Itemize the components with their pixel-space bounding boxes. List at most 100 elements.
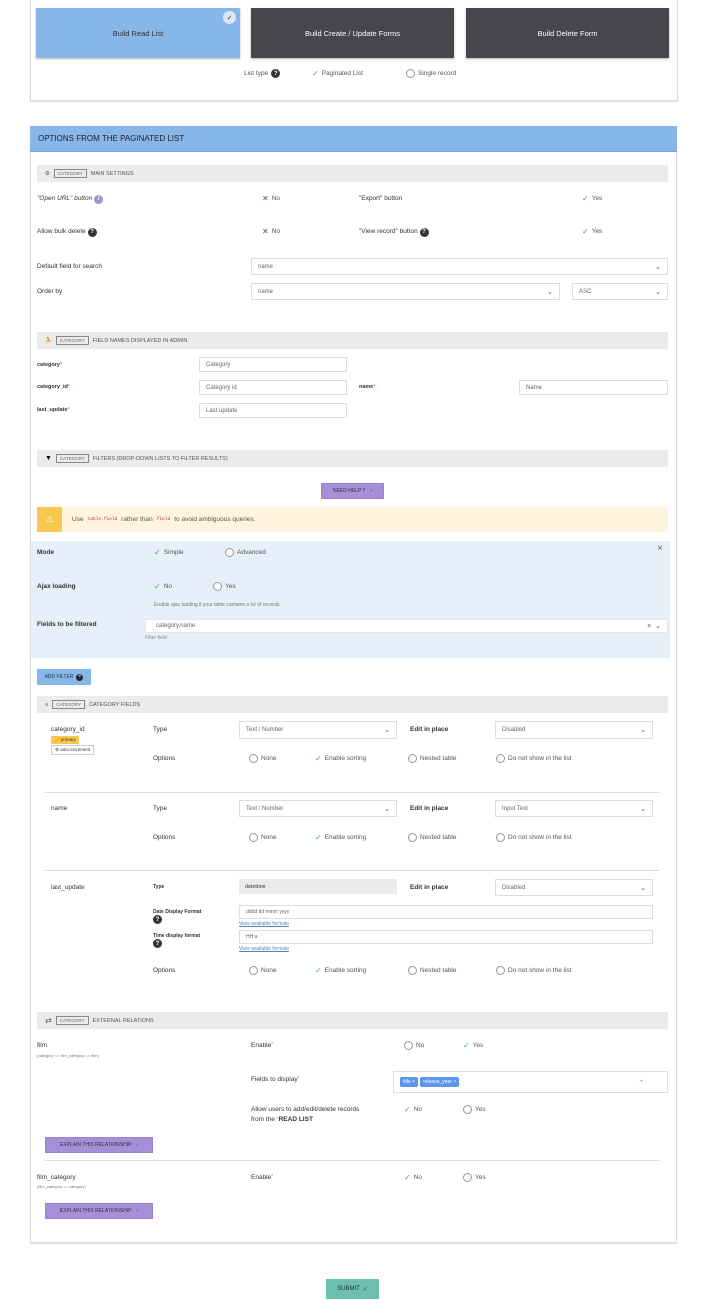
- radio-single-record[interactable]: Single record: [406, 69, 456, 78]
- enable-yes-radio[interactable]: Yes: [463, 1173, 486, 1182]
- edit-in-place-label: Edit in place: [410, 884, 449, 891]
- divider: [45, 870, 660, 871]
- time-format-input[interactable]: HH:a: [239, 930, 653, 944]
- database-icon: ≡: [45, 701, 49, 708]
- plus-icon[interactable]: +: [639, 1079, 643, 1085]
- help-icon[interactable]: ?: [153, 915, 162, 924]
- field-name-input[interactable]: Last update: [199, 403, 347, 418]
- clear-icon[interactable]: ×: [647, 623, 654, 630]
- need-help-button[interactable]: NEED HELP ? ›: [321, 483, 384, 499]
- divider: [45, 792, 660, 793]
- type-label: Type: [153, 805, 168, 812]
- options-label: Options: [153, 967, 176, 974]
- option-nested-table[interactable]: Nested table: [408, 754, 457, 763]
- option-nested-table[interactable]: Nested table: [408, 833, 457, 842]
- fields-display-input[interactable]: title × release_year × +: [393, 1071, 668, 1093]
- enable-label: Enable*: [251, 1174, 274, 1181]
- view-formats-link[interactable]: View available formats: [239, 921, 289, 927]
- category-fields-bar: ≡ CATEGORY CATEGORY FIELDS: [37, 696, 668, 713]
- help-icon[interactable]: ?: [87, 228, 97, 237]
- edit-in-place-select[interactable]: Disabled ⌄: [495, 879, 653, 896]
- option-none[interactable]: None: [249, 754, 277, 763]
- filters-bar: ▼ CATEGORY FILTERS (DROP-DOWN LISTS TO FIL…: [37, 450, 668, 467]
- label: Single record: [418, 70, 457, 77]
- plus-circle-icon: +: [76, 673, 84, 681]
- option-hide[interactable]: Do not show in the list: [496, 833, 572, 842]
- fields-filtered-select[interactable]: category.name × ⌄: [145, 619, 668, 633]
- add-filter-button[interactable]: ADD FILTER +: [37, 669, 91, 685]
- ajax-no-radio[interactable]: ✓ No: [154, 582, 173, 591]
- bulk-delete-value[interactable]: ✕ No: [262, 227, 281, 236]
- explain-relationship-button[interactable]: EXPLAIN THIS RELATIONSHIP ›: [45, 1137, 153, 1153]
- explain-relationship-button[interactable]: EXPLAIN THIS RELATIONSHIP ›: [45, 1203, 153, 1219]
- type-select[interactable]: Text / Number ⌄: [239, 721, 397, 739]
- option-enable-sorting[interactable]: ✓ Enable sorting: [315, 833, 367, 842]
- option-enable-sorting[interactable]: ✓ Enable sorting: [315, 966, 367, 975]
- submit-button[interactable]: SUBMIT ✓: [326, 1279, 379, 1299]
- mode-label: Mode: [37, 549, 54, 556]
- check-icon: ✓: [312, 69, 319, 78]
- chip-title[interactable]: title ×: [400, 1077, 419, 1087]
- enable-label: Enable*: [251, 1042, 274, 1049]
- field-name-input[interactable]: Category id: [199, 380, 347, 395]
- type-select[interactable]: Text / Number ⌄: [239, 800, 397, 817]
- category-tag: CATEGORY: [53, 169, 87, 178]
- check-icon: ✓: [362, 1286, 368, 1293]
- cogs-icon: ⚙: [45, 170, 50, 177]
- ajax-yes-radio[interactable]: Yes: [213, 582, 236, 591]
- mode-advanced-radio[interactable]: Advanced: [225, 548, 266, 557]
- option-enable-sorting[interactable]: ✓ Enable sorting: [315, 754, 367, 763]
- close-icon[interactable]: ×: [657, 543, 663, 554]
- enable-no-radio[interactable]: No: [404, 1041, 424, 1050]
- ajax-hint: Enable ajax loading if your table contai…: [154, 602, 281, 608]
- tab-build-read-list[interactable]: Build Read List ✓: [36, 8, 240, 58]
- chip-release-year[interactable]: release_year ×: [420, 1077, 460, 1087]
- help-icon[interactable]: ?: [271, 69, 281, 78]
- fields-filtered-label: Fields to be filtered: [37, 621, 97, 628]
- allow-yes-radio[interactable]: Yes: [463, 1105, 486, 1114]
- help-icon[interactable]: ?: [419, 228, 429, 237]
- type-label: Type: [153, 726, 168, 733]
- radio-paginated[interactable]: ✓ Paginated List: [312, 69, 363, 78]
- primary-badge: 🔑 primary: [51, 736, 79, 744]
- default-search-select[interactable]: name ⌄: [251, 258, 668, 275]
- edit-in-place-select[interactable]: Input Text ⌄: [495, 800, 653, 817]
- option-none[interactable]: None: [249, 833, 277, 842]
- tab-label: Build Read List: [112, 28, 164, 38]
- option-hide[interactable]: Do not show in the list: [496, 966, 572, 975]
- field-name-label: name*: [359, 384, 376, 390]
- options-label: Options: [153, 834, 176, 841]
- type-readonly: datetime: [239, 879, 397, 894]
- tab-build-delete[interactable]: Build Delete Form: [466, 8, 669, 58]
- option-nested-table[interactable]: Nested table: [408, 966, 457, 975]
- option-none[interactable]: None: [249, 966, 277, 975]
- help-icon[interactable]: ?: [153, 939, 162, 948]
- order-direction-select[interactable]: ASC ⌄: [572, 283, 668, 300]
- info-icon[interactable]: i: [94, 195, 104, 204]
- options-panel: [30, 126, 677, 1243]
- order-by-select[interactable]: name ⌄: [251, 283, 560, 300]
- relation-path: (category => film_category => film): [37, 1053, 99, 1058]
- enable-no-radio[interactable]: ✓ No: [404, 1173, 423, 1182]
- relations-bar: ⇄ CATEGORY EXTERNAL RELATIONS: [37, 1012, 668, 1029]
- option-hide[interactable]: Do not show in the list: [496, 754, 572, 763]
- enable-yes-radio[interactable]: ✓ Yes: [463, 1041, 484, 1050]
- field-name-input[interactable]: Category: [199, 357, 347, 372]
- label: List type: [244, 70, 269, 77]
- allow-no-radio[interactable]: ✓ No: [404, 1105, 423, 1114]
- view-record-value[interactable]: ✓ Yes: [582, 227, 603, 236]
- warning-alert: ⚠ Use table.field rather than field to avoid…: [37, 507, 668, 532]
- tab-build-forms[interactable]: Build Create / Update Forms: [251, 8, 454, 58]
- open-url-value[interactable]: ✕ No: [262, 194, 281, 203]
- export-label: "Export" button: [359, 195, 403, 202]
- field-names-bar: ⛹ CATEGORY FIELD NAMES DISPLAYED IN ADMIN: [37, 332, 668, 349]
- chevron-down-icon[interactable]: ⌄: [655, 623, 661, 630]
- date-format-input[interactable]: dddd dd mmm yyyy: [239, 905, 653, 919]
- section-title: MAIN SETTINGS: [90, 170, 134, 177]
- field-name-input[interactable]: Name: [519, 380, 668, 395]
- mode-simple-radio[interactable]: ✓ Simple: [154, 548, 184, 557]
- export-value[interactable]: ✓ Yes: [582, 194, 603, 203]
- date-format-label: Date Display Format?: [153, 909, 202, 924]
- edit-in-place-select[interactable]: Disabled ⌄: [495, 721, 653, 739]
- view-formats-link[interactable]: View available formats: [239, 946, 289, 952]
